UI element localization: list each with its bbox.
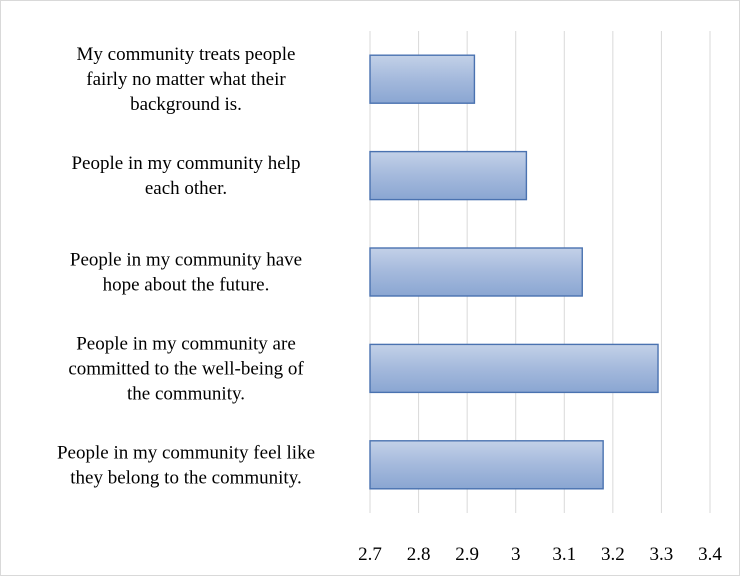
bars <box>369 54 659 490</box>
x-axis-tick-labels: 2.7 2.8 2.9 3 3.1 3.2 3.3 3.4 <box>358 544 722 565</box>
bar <box>369 54 476 104</box>
x-tick-label: 3.2 <box>601 544 625 565</box>
x-tick-label: 3.4 <box>698 544 722 565</box>
category-label: People in my community feel like they bel… <box>57 442 315 488</box>
x-tick-label: 3 <box>511 544 521 565</box>
bar <box>369 150 528 201</box>
category-label-line: the community. <box>127 383 245 404</box>
x-tick-label: 3.3 <box>650 544 674 565</box>
category-label-line: People in my community help <box>71 153 300 174</box>
category-label-line: hope about the future. <box>103 275 270 296</box>
category-label: People in my community help each other. <box>71 153 300 199</box>
category-labels: My community treats people fairly no matt… <box>57 44 315 488</box>
category-label-line: they belong to the community. <box>70 467 301 488</box>
bar <box>369 343 659 394</box>
x-tick-label: 2.9 <box>455 544 479 565</box>
category-label-line: People in my community feel like <box>57 442 315 463</box>
x-tick-label: 2.8 <box>407 544 431 565</box>
category-label-line: People in my community have <box>70 250 302 271</box>
category-label: People in my community have hope about th… <box>70 250 302 296</box>
x-tick-label: 2.7 <box>358 544 382 565</box>
category-label-line: My community treats people <box>77 44 296 65</box>
category-label: My community treats people fairly no matt… <box>77 44 296 115</box>
category-label-line: each other. <box>145 178 227 199</box>
category-label-line: People in my community are <box>76 333 296 354</box>
x-tick-label: 3.1 <box>552 544 576 565</box>
bar <box>369 247 583 297</box>
category-label-line: fairly no matter what their <box>86 69 286 90</box>
category-label: People in my community are committed to t… <box>68 333 304 404</box>
category-label-line: background is. <box>130 94 242 115</box>
bar <box>369 440 604 490</box>
category-label-line: committed to the well-being of <box>68 358 304 379</box>
